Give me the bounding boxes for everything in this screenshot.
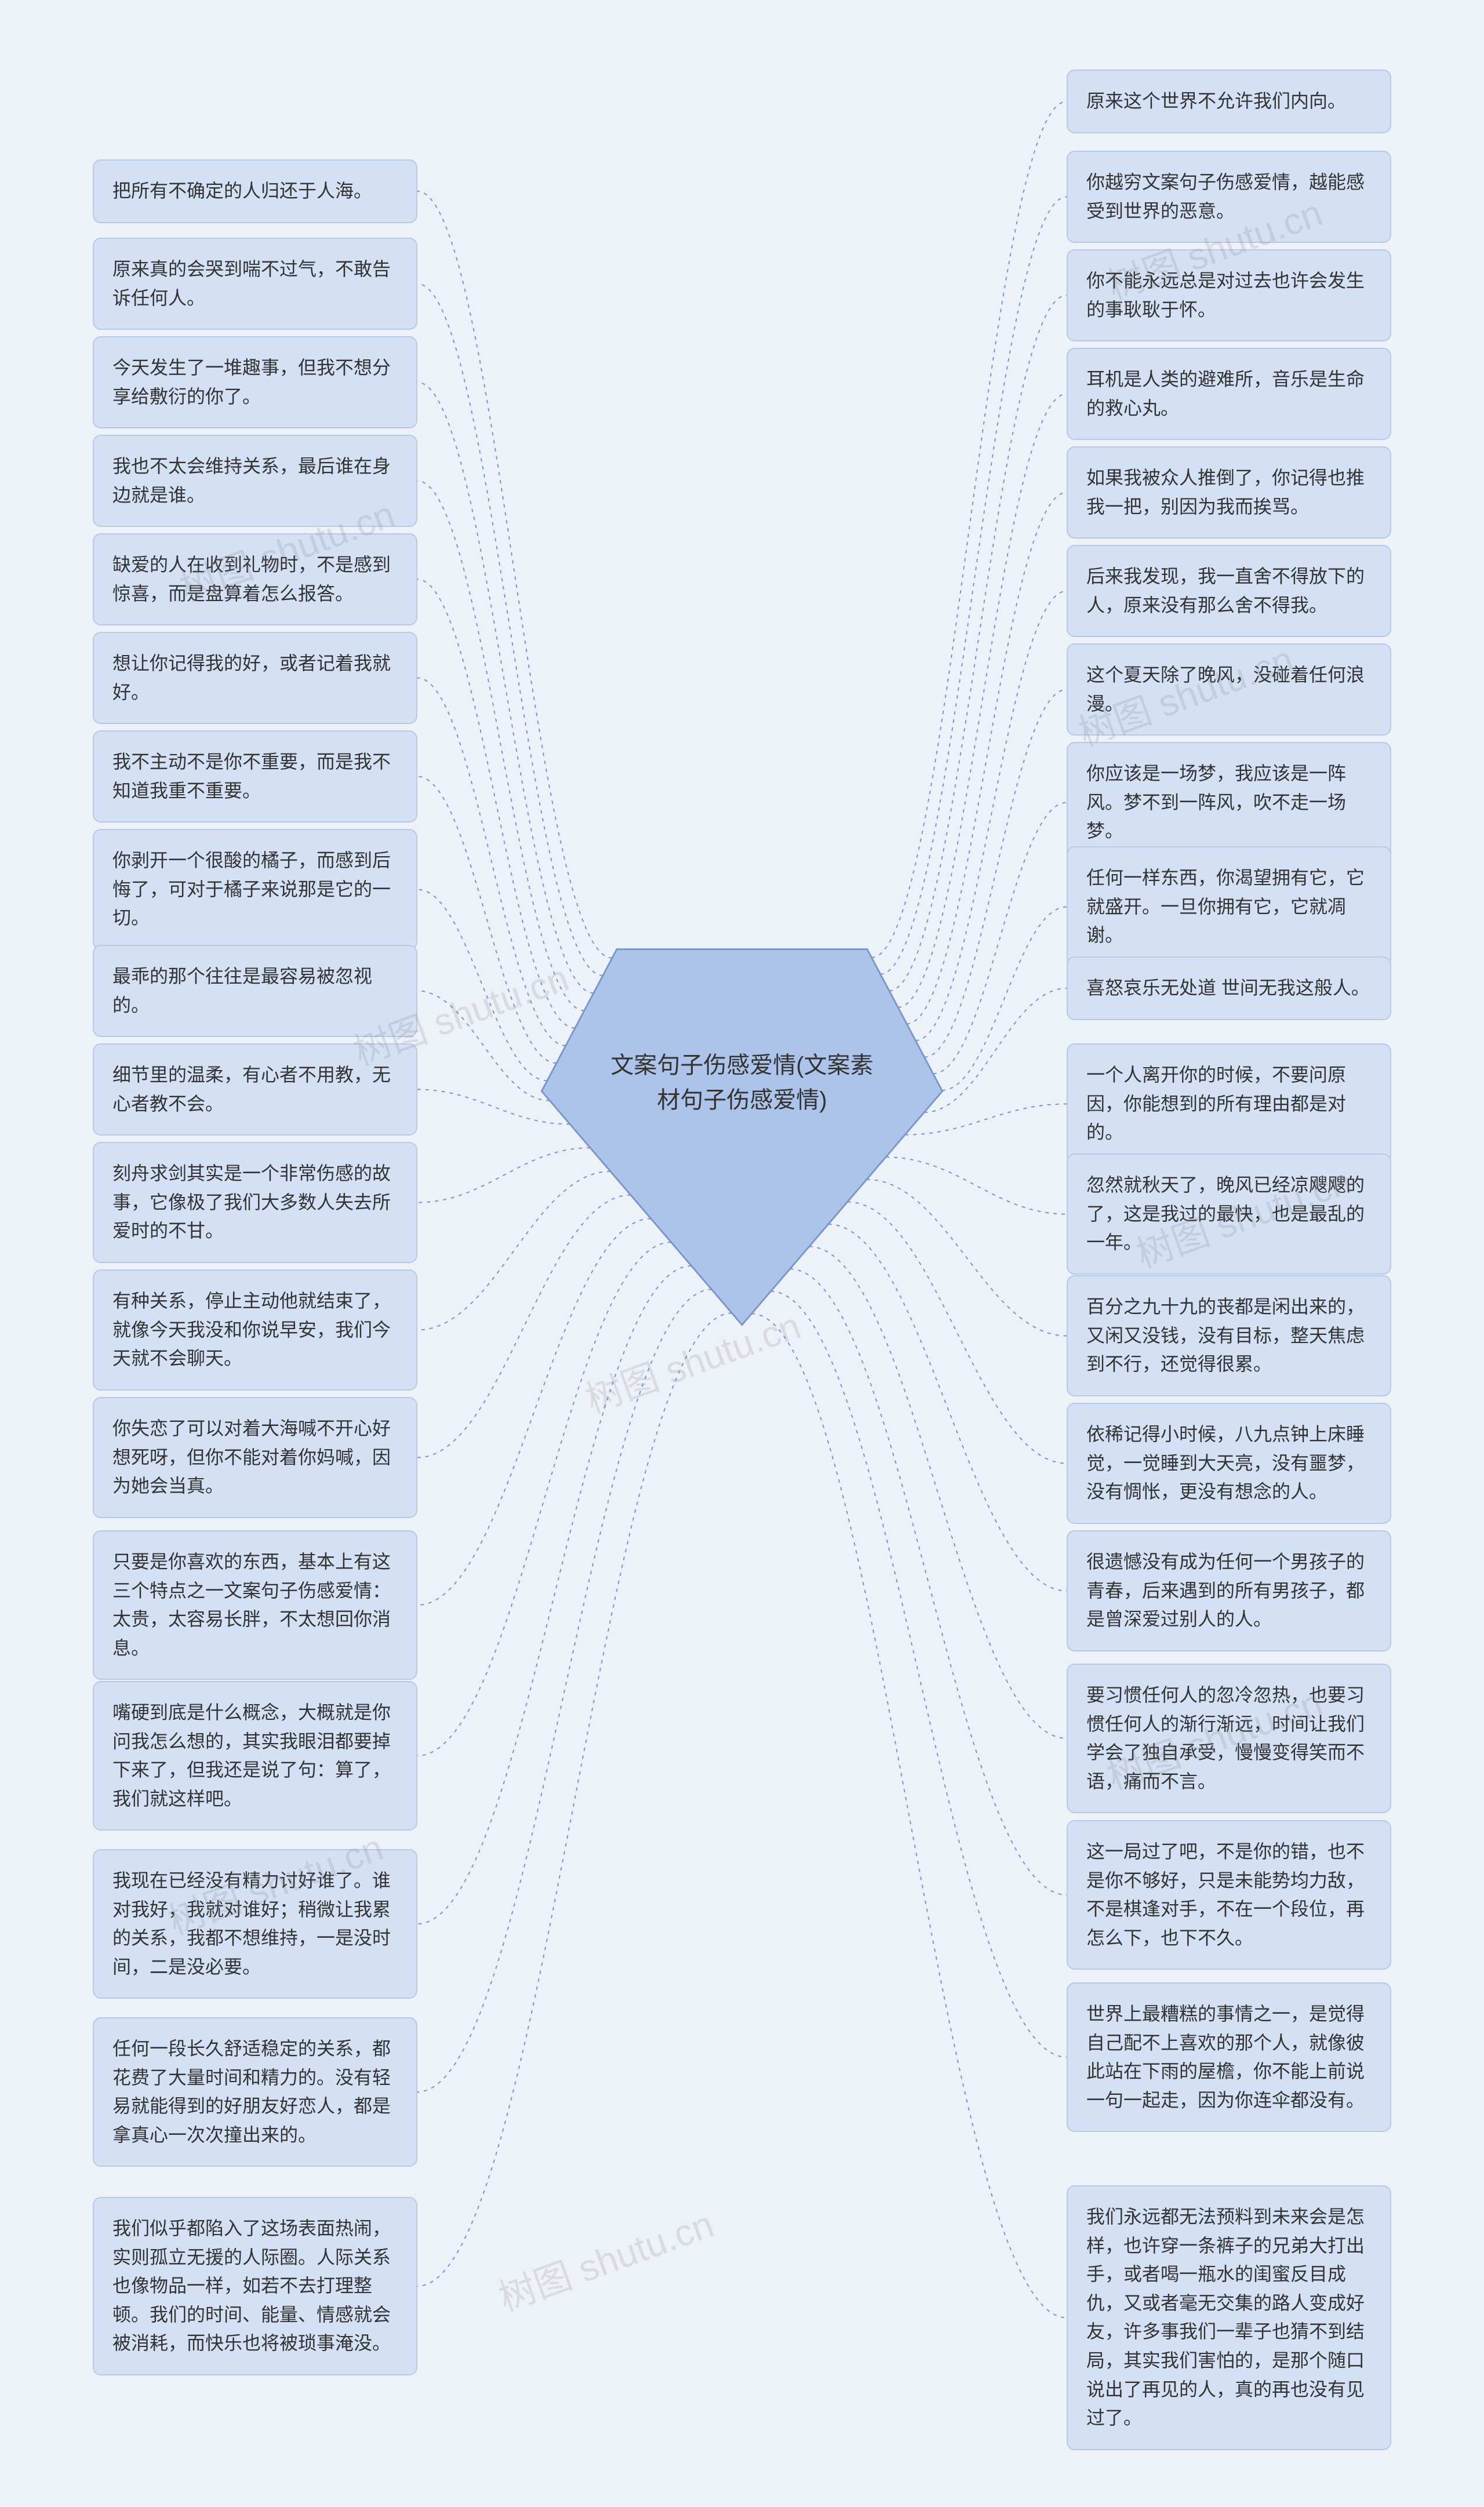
right-leaf-node[interactable]: 耳机是人类的避难所，音乐是生命的救心丸。	[1067, 348, 1391, 440]
leaf-text: 我不主动不是你不重要，而是我不知道我重不重要。	[112, 751, 391, 801]
leaf-text: 原来这个世界不允许我们内向。	[1086, 90, 1346, 111]
leaf-text: 要习惯任何人的忽冷忽热，也要习惯任何人的渐行渐远，时间让我们学会了独自承受，慢慢…	[1086, 1684, 1365, 1792]
right-leaf-node[interactable]: 一个人离开你的时候，不要问原因，你能想到的所有理由都是对的。	[1067, 1043, 1391, 1165]
left-leaf-node[interactable]: 我不主动不是你不重要，而是我不知道我重不重要。	[93, 730, 417, 823]
leaf-text: 缺爱的人在收到礼物时，不是感到惊喜，而是盘算着怎么报答。	[112, 554, 391, 604]
right-leaf-node[interactable]: 如果我被众人推倒了，你记得也推我一把，别因为我而挨骂。	[1067, 446, 1391, 538]
right-leaf-node[interactable]: 世界上最糟糕的事情之一，是觉得自己配不上喜欢的那个人，就像彼此站在下雨的屋檐，你…	[1067, 1982, 1391, 2132]
left-leaf-node[interactable]: 最乖的那个往往是最容易被忽视的。	[93, 945, 417, 1037]
leaf-text: 最乖的那个往往是最容易被忽视的。	[112, 966, 372, 1016]
leaf-text: 我们似乎都陷入了这场表面热闹，实则孤立无援的人际圈。人际关系也像物品一样，如若不…	[112, 2218, 391, 2353]
leaf-text: 这一局过了吧，不是你的错，也不是你不够好，只是未能势均力敌，不是棋逢对手，不在一…	[1086, 1841, 1365, 1948]
left-leaf-node[interactable]: 我现在已经没有精力讨好谁了。谁对我好，我就对谁好；稍微让我累的关系，我都不想维持…	[93, 1849, 417, 1999]
mindmap-center-label: 文案句子伤感爱情(文案素材句子伤感爱情)	[603, 1048, 881, 1118]
left-leaf-node[interactable]: 原来真的会哭到喘不过气，不敢告诉任何人。	[93, 238, 417, 330]
left-leaf-node[interactable]: 嘴硬到底是什么概念，大概就是你问我怎么想的，其实我眼泪都要掉下来了，但我还是说了…	[93, 1681, 417, 1831]
right-leaf-node[interactable]: 后来我发现，我一直舍不得放下的人，原来没有那么舍不得我。	[1067, 545, 1391, 637]
right-leaf-node[interactable]: 这一局过了吧，不是你的错，也不是你不够好，只是未能势均力敌，不是棋逢对手，不在一…	[1067, 1820, 1391, 1970]
right-leaf-node[interactable]: 你不能永远总是对过去也许会发生的事耿耿于怀。	[1067, 249, 1391, 341]
right-leaf-node[interactable]: 我们永远都无法预料到未来会是怎样，也许穿一条裤子的兄弟大打出手，或者喝一瓶水的闺…	[1067, 2185, 1391, 2450]
left-leaf-node[interactable]: 你剥开一个很酸的橘子，而感到后悔了，可对于橘子来说那是它的一切。	[93, 829, 417, 950]
leaf-text: 把所有不确定的人归还于人海。	[112, 180, 372, 201]
leaf-text: 你不能永远总是对过去也许会发生的事耿耿于怀。	[1086, 270, 1365, 320]
left-leaf-node[interactable]: 今天发生了一堆趣事，但我不想分享给敷衍的你了。	[93, 336, 417, 428]
leaf-text: 依稀记得小时候，八九点钟上床睡觉，一觉睡到大天亮，没有噩梦，没有惆怅，更没有想念…	[1086, 1424, 1365, 1502]
left-leaf-node[interactable]: 把所有不确定的人归还于人海。	[93, 159, 417, 223]
leaf-text: 想让你记得我的好，或者记着我就好。	[112, 653, 391, 703]
mindmap-center-node[interactable]: 文案句子伤感爱情(文案素材句子伤感爱情)	[533, 916, 951, 1333]
leaf-text: 有种关系，停止主动他就结束了，就像今天我没和你说早安，我们今天就不会聊天。	[112, 1290, 391, 1369]
right-leaf-node[interactable]: 要习惯任何人的忽冷忽热，也要习惯任何人的渐行渐远，时间让我们学会了独自承受，慢慢…	[1067, 1664, 1391, 1813]
leaf-text: 我也不太会维持关系，最后谁在身边就是谁。	[112, 456, 391, 505]
right-leaf-node[interactable]: 喜怒哀乐无处道 世间无我这般人。	[1067, 956, 1391, 1020]
leaf-text: 你越穷文案句子伤感爱情，越能感受到世界的恶意。	[1086, 172, 1365, 221]
leaf-text: 世界上最糟糕的事情之一，是觉得自己配不上喜欢的那个人，就像彼此站在下雨的屋檐，你…	[1086, 2003, 1365, 2111]
right-leaf-node[interactable]: 任何一样东西，你渴望拥有它，它就盛开。一旦你拥有它，它就凋谢。	[1067, 846, 1391, 967]
leaf-text: 我现在已经没有精力讨好谁了。谁对我好，我就对谁好；稍微让我累的关系，我都不想维持…	[112, 1870, 391, 1977]
right-leaf-node[interactable]: 这个夏天除了晚风，没碰着任何浪漫。	[1067, 643, 1391, 736]
leaf-text: 原来真的会哭到喘不过气，不敢告诉任何人。	[112, 259, 391, 308]
leaf-text: 很遗憾没有成为任何一个男孩子的青春，后来遇到的所有男孩子，都是曾深爱过别人的人。	[1086, 1551, 1365, 1629]
leaf-text: 你失恋了可以对着大海喊不开心好想死呀，但你不能对着你妈喊，因为她会当真。	[112, 1418, 391, 1496]
leaf-text: 后来我发现，我一直舍不得放下的人，原来没有那么舍不得我。	[1086, 566, 1365, 616]
left-leaf-node[interactable]: 我们似乎都陷入了这场表面热闹，实则孤立无援的人际圈。人际关系也像物品一样，如若不…	[93, 2197, 417, 2375]
left-leaf-node[interactable]: 想让你记得我的好，或者记着我就好。	[93, 632, 417, 724]
leaf-text: 百分之九十九的丧都是闲出来的，又闲又没钱，没有目标，整天焦虑到不行，还觉得很累。	[1086, 1296, 1365, 1374]
leaf-text: 任何一段长久舒适稳定的关系，都花费了大量时间和精力的。没有轻易就能得到的好朋友好…	[112, 2038, 391, 2145]
leaf-text: 今天发生了一堆趣事，但我不想分享给敷衍的你了。	[112, 357, 391, 407]
right-leaf-node[interactable]: 原来这个世界不允许我们内向。	[1067, 70, 1391, 133]
leaf-text: 你剥开一个很酸的橘子，而感到后悔了，可对于橘子来说那是它的一切。	[112, 850, 391, 928]
leaf-text: 喜怒哀乐无处道 世间无我这般人。	[1086, 977, 1370, 998]
leaf-text: 刻舟求剑其实是一个非常伤感的故事，它像极了我们大多数人失去所爱时的不甘。	[112, 1163, 391, 1241]
left-leaf-node[interactable]: 刻舟求剑其实是一个非常伤感的故事，它像极了我们大多数人失去所爱时的不甘。	[93, 1142, 417, 1263]
right-leaf-node[interactable]: 依稀记得小时候，八九点钟上床睡觉，一觉睡到大天亮，没有噩梦，没有惆怅，更没有想念…	[1067, 1403, 1391, 1524]
right-leaf-node[interactable]: 很遗憾没有成为任何一个男孩子的青春，后来遇到的所有男孩子，都是曾深爱过别人的人。	[1067, 1530, 1391, 1651]
left-leaf-node[interactable]: 细节里的温柔，有心者不用教，无心者教不会。	[93, 1043, 417, 1136]
left-leaf-node[interactable]: 我也不太会维持关系，最后谁在身边就是谁。	[93, 435, 417, 527]
leaf-text: 细节里的温柔，有心者不用教，无心者教不会。	[112, 1064, 391, 1114]
left-leaf-node[interactable]: 缺爱的人在收到礼物时，不是感到惊喜，而是盘算着怎么报答。	[93, 533, 417, 625]
right-leaf-node[interactable]: 你越穷文案句子伤感爱情，越能感受到世界的恶意。	[1067, 151, 1391, 243]
leaf-text: 忽然就秋天了，晚风已经凉飕飕的了，这是我过的最快，也是最乱的一年。	[1086, 1174, 1365, 1253]
right-leaf-node[interactable]: 忽然就秋天了，晚风已经凉飕飕的了，这是我过的最快，也是最乱的一年。	[1067, 1154, 1391, 1275]
leaf-text: 这个夏天除了晚风，没碰着任何浪漫。	[1086, 664, 1365, 714]
leaf-text: 任何一样东西，你渴望拥有它，它就盛开。一旦你拥有它，它就凋谢。	[1086, 867, 1365, 945]
right-leaf-node[interactable]: 你应该是一场梦，我应该是一阵风。梦不到一阵风，吹不走一场梦。	[1067, 742, 1391, 863]
leaf-text: 耳机是人类的避难所，音乐是生命的救心丸。	[1086, 369, 1365, 419]
right-leaf-node[interactable]: 百分之九十九的丧都是闲出来的，又闲又没钱，没有目标，整天焦虑到不行，还觉得很累。	[1067, 1275, 1391, 1396]
leaf-text: 如果我被众人推倒了，你记得也推我一把，别因为我而挨骂。	[1086, 467, 1365, 517]
leaf-text: 我们永远都无法预料到未来会是怎样，也许穿一条裤子的兄弟大打出手，或者喝一瓶水的闺…	[1086, 2206, 1365, 2428]
left-leaf-node[interactable]: 只要是你喜欢的东西，基本上有这三个特点之一文案句子伤感爱情：太贵，太容易长胖，不…	[93, 1530, 417, 1680]
leaf-text: 你应该是一场梦，我应该是一阵风。梦不到一阵风，吹不走一场梦。	[1086, 763, 1346, 841]
leaf-text: 只要是你喜欢的东西，基本上有这三个特点之一文案句子伤感爱情：太贵，太容易长胖，不…	[112, 1551, 391, 1658]
left-leaf-node[interactable]: 任何一段长久舒适稳定的关系，都花费了大量时间和精力的。没有轻易就能得到的好朋友好…	[93, 2017, 417, 2167]
left-leaf-node[interactable]: 你失恋了可以对着大海喊不开心好想死呀，但你不能对着你妈喊，因为她会当真。	[93, 1397, 417, 1518]
leaf-text: 一个人离开你的时候，不要问原因，你能想到的所有理由都是对的。	[1086, 1064, 1346, 1142]
left-leaf-node[interactable]: 有种关系，停止主动他就结束了，就像今天我没和你说早安，我们今天就不会聊天。	[93, 1269, 417, 1391]
leaf-text: 嘴硬到底是什么概念，大概就是你问我怎么想的，其实我眼泪都要掉下来了，但我还是说了…	[112, 1702, 391, 1809]
